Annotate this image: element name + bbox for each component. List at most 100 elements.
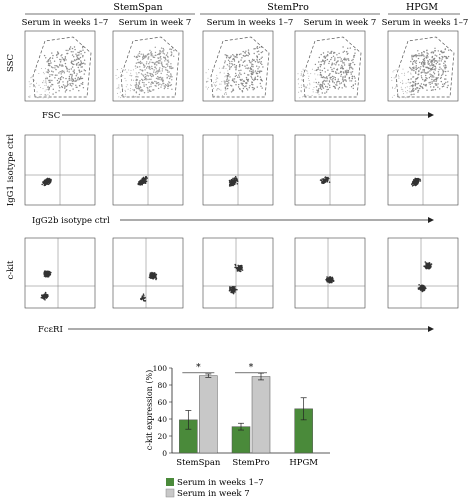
event-dot bbox=[228, 181, 231, 183]
event-dot bbox=[163, 49, 165, 51]
event-dot bbox=[302, 96, 304, 98]
legend-label-week-7: Serum in week 7 bbox=[177, 489, 250, 499]
event-dot bbox=[260, 51, 262, 54]
event-dot bbox=[434, 47, 436, 49]
event-dot bbox=[135, 79, 137, 82]
event-dot bbox=[341, 79, 344, 81]
event-dot bbox=[215, 79, 217, 81]
event-dot bbox=[419, 289, 422, 291]
event-dot bbox=[415, 56, 417, 58]
event-dot bbox=[78, 90, 80, 92]
event-dot bbox=[425, 74, 427, 77]
column-label-1: Serum in weeks 1–7 bbox=[22, 18, 109, 28]
event-dot bbox=[66, 89, 68, 91]
event-dot bbox=[417, 50, 419, 52]
event-dot bbox=[249, 70, 251, 72]
event-dot bbox=[325, 80, 327, 82]
event-dot bbox=[427, 60, 429, 62]
event-dot bbox=[412, 75, 414, 77]
event-dot bbox=[320, 53, 322, 56]
event-dot bbox=[145, 63, 148, 65]
row3-arrow-head bbox=[428, 326, 434, 332]
event-dot bbox=[41, 297, 44, 299]
event-dot bbox=[72, 60, 74, 62]
event-dot bbox=[354, 48, 356, 51]
event-dot bbox=[211, 69, 213, 71]
event-dot bbox=[253, 88, 256, 90]
event-dot bbox=[238, 76, 241, 78]
event-dot bbox=[411, 185, 414, 187]
event-dot bbox=[236, 288, 238, 291]
event-dot bbox=[241, 91, 244, 93]
event-dot bbox=[447, 81, 449, 83]
event-dot bbox=[132, 89, 134, 91]
event-dot bbox=[409, 88, 411, 90]
event-dot bbox=[213, 88, 215, 90]
event-dot bbox=[327, 51, 329, 53]
event-dot bbox=[331, 276, 334, 279]
event-dot bbox=[445, 81, 447, 84]
event-dot bbox=[228, 82, 230, 84]
event-dot bbox=[225, 93, 227, 95]
event-dot bbox=[414, 184, 417, 187]
event-dot bbox=[329, 86, 331, 89]
event-dot bbox=[82, 87, 85, 89]
event-dot bbox=[409, 86, 411, 88]
event-dot bbox=[161, 70, 163, 72]
event-dot bbox=[152, 74, 154, 77]
event-dot bbox=[241, 269, 244, 271]
event-dot bbox=[217, 88, 219, 89]
event-dot bbox=[80, 66, 82, 68]
event-dot bbox=[80, 83, 82, 85]
event-dot bbox=[137, 76, 139, 78]
event-dot bbox=[331, 279, 334, 282]
event-dot bbox=[250, 62, 252, 64]
event-dot bbox=[427, 56, 429, 58]
panel-frame bbox=[387, 237, 459, 309]
event-dot bbox=[205, 86, 207, 88]
event-dot bbox=[147, 78, 149, 81]
event-dot bbox=[433, 73, 436, 75]
event-dot bbox=[141, 179, 144, 181]
event-dot bbox=[40, 87, 42, 88]
event-dot bbox=[220, 89, 222, 91]
event-dot bbox=[148, 63, 150, 65]
event-dot bbox=[171, 79, 173, 81]
event-dot bbox=[417, 82, 420, 85]
event-dot bbox=[155, 71, 157, 74]
event-dot bbox=[45, 76, 47, 78]
event-dot bbox=[243, 55, 245, 57]
event-dot bbox=[224, 89, 226, 91]
event-dot bbox=[425, 77, 427, 79]
event-dot bbox=[303, 70, 305, 71]
event-dot bbox=[233, 81, 236, 84]
event-dot bbox=[235, 69, 237, 71]
event-dot bbox=[234, 66, 236, 68]
event-dot bbox=[334, 77, 336, 79]
event-dot bbox=[226, 84, 229, 86]
event-dot bbox=[51, 52, 53, 54]
event-dot bbox=[157, 57, 160, 59]
event-dot bbox=[436, 77, 438, 80]
event-dot bbox=[29, 95, 31, 97]
event-dot bbox=[69, 48, 71, 51]
event-dot bbox=[167, 56, 169, 58]
event-dot bbox=[229, 286, 231, 288]
event-dot bbox=[231, 180, 234, 183]
event-dot bbox=[443, 70, 445, 73]
event-dot bbox=[37, 97, 39, 99]
bar bbox=[199, 375, 218, 454]
gate-outline bbox=[395, 36, 455, 98]
event-dot bbox=[44, 82, 46, 84]
fsc-ssc-panel-2 bbox=[112, 30, 184, 102]
event-dot bbox=[254, 48, 256, 50]
event-dot bbox=[402, 90, 404, 92]
event-dot bbox=[260, 78, 262, 81]
event-dot bbox=[322, 52, 325, 54]
event-dot bbox=[77, 79, 79, 81]
event-dot bbox=[162, 82, 164, 85]
event-dot bbox=[418, 180, 420, 182]
event-dot bbox=[415, 60, 418, 62]
event-dot bbox=[418, 53, 420, 55]
